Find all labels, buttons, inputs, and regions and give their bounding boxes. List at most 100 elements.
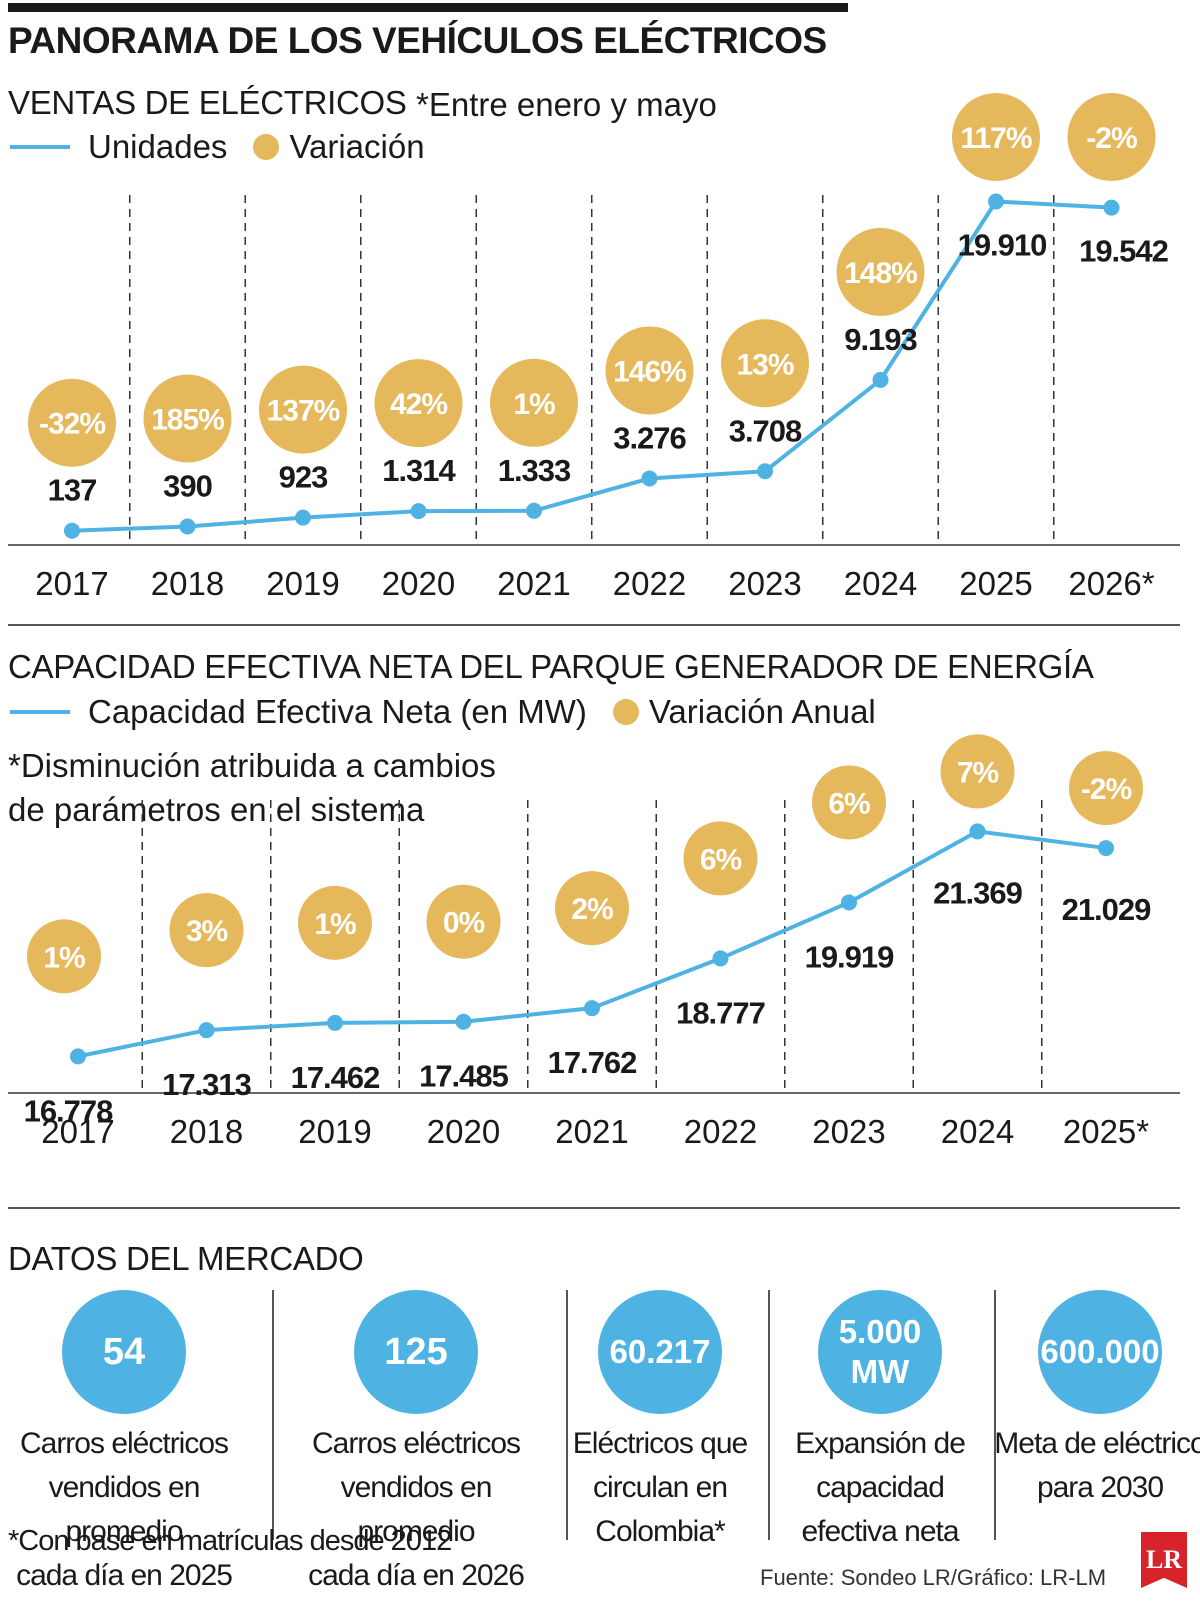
- variation-label: -32%: [39, 408, 105, 441]
- x-tick-label: 2024: [941, 1113, 1014, 1150]
- variation-label: 42%: [390, 388, 447, 421]
- x-tick-label: 2026*: [1068, 565, 1154, 602]
- market-heading: DATOS DEL MERCADO: [8, 1240, 364, 1277]
- sales-legend: Unidades Variación: [8, 128, 425, 166]
- variation-bubble: [1067, 93, 1156, 181]
- legend-dot-label: Variación Anual: [648, 693, 876, 730]
- sales-heading-text: VENTAS DE ELÉCTRICOS: [8, 84, 407, 121]
- stat-label: Carros eléctricos vendidos en promedio c…: [308, 1427, 525, 1592]
- x-tick-label: 2025*: [1063, 1113, 1149, 1150]
- data-label: 16.778: [24, 1093, 114, 1128]
- variation-bubble: [259, 365, 347, 454]
- data-label: 3.276: [613, 420, 686, 455]
- variation-bubble: [298, 885, 372, 960]
- variation-label: 6%: [828, 787, 870, 820]
- capacity-heading: CAPACIDAD EFECTIVA NETA DEL PARQUE GENER…: [8, 648, 1094, 685]
- x-tick-label: 2022: [684, 1113, 757, 1150]
- stat-label: Meta de eléctrico para 2030: [994, 1427, 1200, 1504]
- capacity-note: *Disminución atribuida a cambios de pará…: [8, 744, 496, 832]
- data-point: [757, 463, 773, 480]
- variation-bubble: [952, 93, 1040, 181]
- data-label: 19.910: [958, 227, 1047, 262]
- stat-label: Expansión de capacidad efectiva neta: [795, 1427, 966, 1548]
- variation-label: 146%: [613, 355, 686, 388]
- capacity-legend: Capacidad Efectiva Neta (en MW) Variació…: [8, 693, 876, 731]
- data-point: [988, 193, 1004, 210]
- legend-dot-swatch: [612, 699, 639, 725]
- capacity-chart: 16.778 1% 2017 17.313 3% 2018 17.462 1% 2019 17.4…: [8, 734, 1180, 1150]
- data-point: [410, 503, 427, 520]
- variation-label: 3%: [186, 915, 228, 948]
- footnote: *Con base en matrículas desde 2012: [8, 1525, 452, 1557]
- legend-dot-label: Variación: [289, 128, 425, 165]
- variation-label: 0%: [443, 907, 485, 940]
- source-credit: Fuente: Sondeo LR/Gráfico: LR-LM: [760, 1565, 1107, 1590]
- variation-bubble: [940, 734, 1015, 809]
- data-label: 390: [163, 469, 212, 504]
- stat-value-circle: 5.000 MW: [818, 1290, 942, 1414]
- sales-chart: 137 -32% 2017 390 185% 2018 923 137% 2019 1.314 42…: [8, 93, 1180, 602]
- variation-bubble: [683, 821, 758, 896]
- x-tick-label: 2021: [497, 565, 570, 602]
- stat-value-circle: 600.000: [1038, 1290, 1162, 1414]
- page-title: PANORAMA DE LOS VEHÍCULOS ELÉCTRICOS: [8, 20, 827, 61]
- variation-bubble: [28, 378, 116, 467]
- data-label: 3.708: [729, 413, 802, 448]
- data-point: [455, 1013, 472, 1030]
- x-tick-label: 2025: [959, 565, 1032, 602]
- variation-label: 1%: [43, 941, 85, 974]
- data-label: 19.919: [805, 939, 895, 974]
- data-point: [841, 894, 857, 911]
- stat-label: Eléctricos que circulan en Colombia*: [572, 1427, 748, 1548]
- variation-bubble: [812, 765, 886, 840]
- variation-label: -2%: [1086, 122, 1137, 155]
- top-bar: [8, 3, 848, 12]
- legend-line-label: Capacidad Efectiva Neta (en MW): [88, 693, 587, 730]
- variation-label: 137%: [267, 395, 340, 428]
- data-label: 17.485: [419, 1059, 509, 1094]
- capacity-note-line2: de parámetros en el sistema: [8, 791, 425, 828]
- variation-label: 1%: [314, 908, 356, 941]
- stat-divider: [272, 1290, 274, 1540]
- x-tick-label: 2019: [298, 1113, 371, 1150]
- data-point: [198, 1022, 215, 1039]
- stat-value-circle: 54: [62, 1290, 186, 1414]
- variation-bubble: [721, 319, 809, 408]
- x-tick-label: 2024: [844, 565, 917, 602]
- data-label: 17.762: [548, 1045, 637, 1080]
- stat-label: Carros eléctricos vendidos en promedio c…: [16, 1427, 233, 1592]
- section-divider: [8, 1207, 1180, 1209]
- data-label: 137: [48, 473, 97, 508]
- legend-dot-swatch: [253, 134, 280, 160]
- data-point: [641, 470, 658, 487]
- data-point: [179, 518, 196, 535]
- x-tick-label: 2018: [151, 565, 224, 602]
- data-label: 19.542: [1079, 234, 1168, 269]
- data-point: [872, 371, 889, 388]
- data-point: [1098, 840, 1114, 857]
- variation-bubble: [1069, 751, 1143, 826]
- variation-label: 13%: [736, 348, 793, 381]
- variation-bubble: [426, 884, 501, 959]
- variation-label: 1%: [513, 388, 555, 421]
- legend-line-swatch: [10, 145, 70, 149]
- x-tick-label: 2022: [613, 565, 686, 602]
- data-point: [64, 522, 80, 539]
- data-label: 923: [279, 460, 328, 495]
- variation-label: 6%: [700, 843, 742, 876]
- variation-label: 148%: [844, 257, 917, 290]
- variation-bubble: [27, 919, 101, 994]
- data-point: [295, 509, 311, 526]
- x-tick-label: 2017: [41, 1113, 114, 1150]
- series-line: [71, 199, 1112, 533]
- x-tick-label: 2019: [266, 565, 339, 602]
- data-label: 17.313: [162, 1067, 252, 1102]
- stat-divider: [994, 1290, 996, 1540]
- x-tick-label: 2023: [812, 1113, 885, 1150]
- data-point: [526, 502, 542, 519]
- section-divider: [8, 624, 1180, 626]
- stat-divider: [768, 1290, 770, 1540]
- stat-value-circle: 60.217: [598, 1290, 722, 1414]
- data-point: [70, 1048, 86, 1065]
- variation-bubble: [490, 358, 578, 447]
